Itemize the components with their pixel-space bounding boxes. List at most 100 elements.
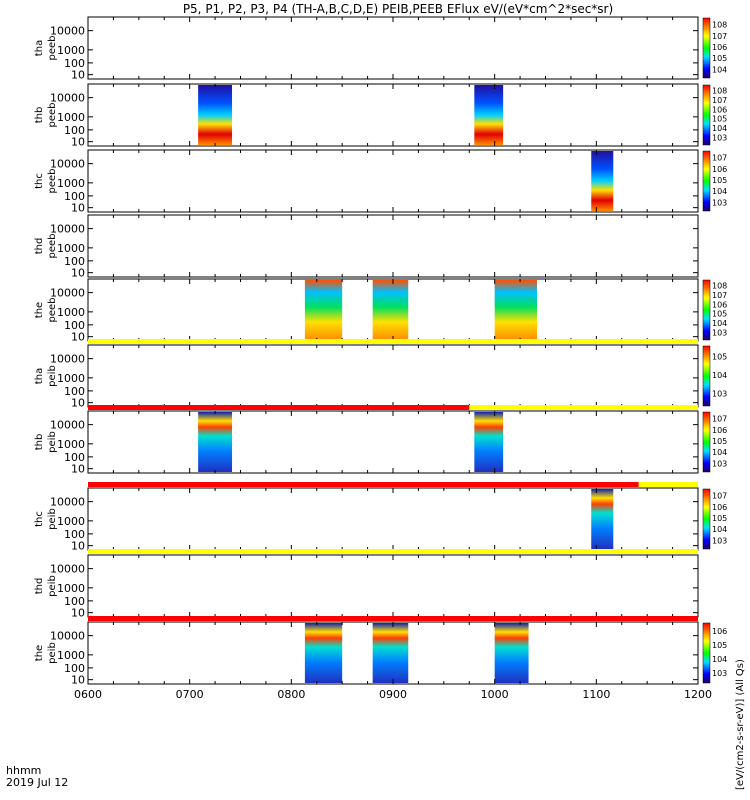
y-tick-label: 1000 [57, 177, 85, 190]
y-tick-label: 10 [71, 397, 85, 410]
colorbar-tick-label: 105 [712, 115, 727, 124]
y-tick-label: 10000 [50, 496, 85, 509]
mode-bar-segment [638, 482, 698, 487]
mode-bar-segment [88, 405, 470, 410]
y-tick-label: 100 [64, 57, 85, 70]
x-tick-label: 1000 [481, 688, 509, 701]
colorbar [702, 622, 711, 684]
y-tick-label: 10 [71, 607, 85, 620]
colorbar-tick-label: 108 [712, 21, 727, 30]
colorbar-tick-label: 103 [712, 459, 727, 468]
colorbar-tick-label: 107 [712, 415, 727, 424]
y-tick-label: 10 [71, 202, 85, 215]
y-tick-label: 1000 [57, 372, 85, 385]
colorbar [702, 488, 711, 550]
y-tick-label: 100 [64, 255, 85, 268]
colorbar-tick-label: 103 [712, 390, 727, 399]
y-tick-label: 10 [71, 674, 85, 687]
y-tick-label: 1000 [57, 438, 85, 451]
colorbar-tick-label: 107 [712, 154, 727, 163]
mode-bar-segment [88, 616, 698, 621]
panel-probe-label: the [34, 302, 45, 318]
mode-bar-segment [469, 405, 698, 410]
y-tick-label: 10000 [50, 563, 85, 576]
colorbar-tick-label: 106 [712, 105, 727, 114]
panel-product-label: peeb [47, 36, 58, 61]
panel-probe-label: thb [34, 107, 45, 124]
y-tick-label: 100 [64, 595, 85, 608]
x-axis-label: hhmm [6, 764, 41, 777]
mode-bar-segment [88, 339, 698, 344]
x-tick-label: 0800 [277, 688, 305, 701]
y-tick-label: 1000 [57, 242, 85, 255]
mode-bar-segment [88, 482, 639, 487]
colorbar [702, 411, 711, 473]
y-tick-label: 10000 [50, 630, 85, 643]
colorbar-tick-label: 107 [712, 32, 727, 41]
spectrogram-block [304, 280, 343, 340]
colorbar-tick-label: 108 [712, 87, 727, 96]
panel-frame [87, 554, 699, 618]
colorbar-tick-label: 105 [712, 54, 727, 63]
colorbar [702, 150, 711, 212]
panel-frame [87, 83, 699, 147]
panel-probe-label: thc [34, 511, 45, 527]
colorbar [702, 345, 711, 407]
colorbar-tick-label: 106 [712, 426, 727, 435]
spectrogram-block [474, 85, 504, 145]
colorbar [702, 279, 711, 341]
panel-product-label: peib [47, 365, 58, 387]
spectrogram-block [591, 151, 614, 211]
colorbar-tick-label: 107 [712, 96, 727, 105]
colorbar-tick-label: 106 [712, 43, 727, 52]
colorbar-tick-label: 104 [712, 65, 727, 74]
y-tick-label: 100 [64, 190, 85, 203]
chart-title: P5, P1, P2, P3, P4 (TH-A,B,C,D,E) PEIB,P… [183, 2, 613, 16]
y-tick-label: 10 [71, 69, 85, 82]
spectrogram-block [372, 623, 409, 683]
mode-bars-group [88, 339, 698, 621]
y-tick-label: 10 [71, 267, 85, 280]
colorbar-tick-label: 104 [712, 371, 727, 380]
colorbar-tick-label: 107 [712, 492, 727, 501]
y-tick-label: 1000 [57, 306, 85, 319]
y-tick-label: 10000 [50, 419, 85, 432]
x-tick-label: 0900 [379, 688, 407, 701]
y-tick-label: 100 [64, 385, 85, 398]
panel-product-label: peib [47, 642, 58, 664]
colorbar-tick-label: 104 [712, 124, 727, 133]
colorbar-tick-label: 108 [712, 282, 727, 291]
y-tick-label: 10 [71, 463, 85, 476]
colorbar-tick-label: 106 [712, 165, 727, 174]
x-tick-label: 0700 [176, 688, 204, 701]
x-tick-label: 0600 [74, 688, 102, 701]
panel-probe-label: tha [34, 368, 45, 384]
panel-product-label: peeb [47, 169, 58, 194]
panel-probe-label: tha [34, 40, 45, 56]
x-tick-label: 1200 [684, 688, 712, 701]
y-tick-label: 1000 [57, 44, 85, 57]
colorbar-tick-label: 105 [712, 437, 727, 446]
panel-product-label: peeb [47, 298, 58, 323]
y-tick-label: 10 [71, 331, 85, 344]
panel-product-label: peib [47, 508, 58, 530]
y-tick-label: 100 [64, 124, 85, 137]
colorbar-tick-label: 103 [712, 198, 727, 207]
spectrogram-block [474, 412, 504, 472]
y-tick-label: 10000 [50, 223, 85, 236]
colorbar-tick-label: 106 [712, 627, 727, 636]
y-tick-label: 1000 [57, 111, 85, 124]
colorbar-tick-label: 104 [712, 448, 727, 457]
panel-probe-label: thd [34, 578, 45, 595]
y-tick-label: 10000 [50, 92, 85, 105]
colorbar-tick-label: 104 [712, 525, 727, 534]
panel-product-label: peeb [47, 234, 58, 259]
